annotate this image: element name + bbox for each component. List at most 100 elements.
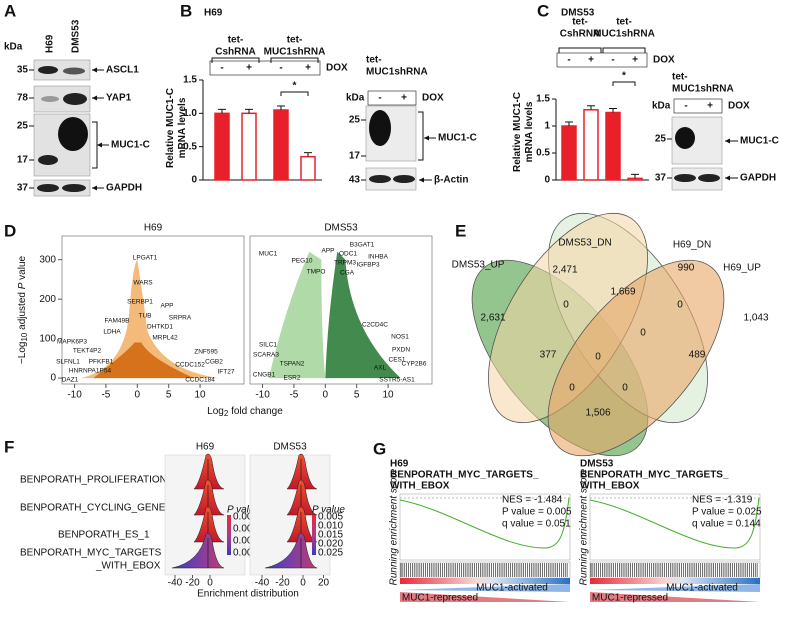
ridge <box>193 506 225 543</box>
plot-title: BENPORATH_MYC_TARGETS_ <box>390 470 539 481</box>
dox-sign: + <box>305 63 311 74</box>
blot-band <box>58 117 88 151</box>
gene-label: DHTKD1 <box>147 324 173 331</box>
kda-marker: 17 <box>17 155 29 166</box>
region-count: 2,631 <box>480 313 505 324</box>
legend-tick: 0.003 <box>233 536 258 547</box>
plot-title: BENPORATH_MYC_TARGETS_ <box>580 470 729 481</box>
y-tick-label: 100 <box>39 333 56 344</box>
cell-line: DMS53 <box>561 8 595 19</box>
plot-frame <box>399 493 571 561</box>
gene-label: PFKFB1 <box>89 359 114 366</box>
stat-label: q value = 0.051 <box>502 519 571 530</box>
point-cloud <box>93 342 194 379</box>
set-label: DMS53_DN <box>558 238 611 249</box>
sign-box <box>209 60 321 76</box>
y-axis-label: −Log10 adjusted P value <box>17 255 29 364</box>
legend-gradient <box>227 515 231 555</box>
rank-heat <box>400 578 570 584</box>
y-tick-label: 1 <box>544 121 550 132</box>
bracket <box>92 121 98 169</box>
gene-label: IFT27 <box>218 369 235 376</box>
x-tick-label: 0 <box>300 578 306 589</box>
arrow-head <box>97 142 102 148</box>
panel-letter: B <box>180 1 192 20</box>
y-tick-label: 0 <box>50 373 56 384</box>
gene-label: FAM49B <box>105 318 130 325</box>
gene-label: SSTR5-AS1 <box>379 377 415 384</box>
gene-label: CGA <box>340 270 355 277</box>
x-tick-label: 0 <box>207 578 213 589</box>
arrow-head <box>725 175 730 181</box>
gene-label: TMPO <box>307 269 326 276</box>
region-count: 2,471 <box>552 265 577 276</box>
gene-label: CES1 <box>389 357 406 364</box>
kda-marker: 37 <box>655 173 667 184</box>
gene-label: ODC1 <box>339 251 357 258</box>
dox-label: DOX <box>422 93 444 104</box>
panel-letter: G <box>373 439 386 458</box>
y-axis-label-line: Relative MUC1-C <box>512 92 523 172</box>
point-cloud <box>268 251 326 379</box>
kda-marker: 25 <box>17 121 29 132</box>
dox-sign: + <box>401 93 407 104</box>
y-tick-label: 0.5 <box>536 148 550 159</box>
gene-label: IGFBP3 <box>356 262 380 269</box>
legend-title: P value <box>312 505 345 516</box>
group-label: tet- <box>287 35 303 46</box>
dox-label: DOX <box>326 63 348 74</box>
gene-label: SRPRA <box>169 315 192 322</box>
band-label: MUC1-C <box>740 136 779 147</box>
sig-bracket <box>280 91 309 96</box>
region-count: 990 <box>678 263 695 274</box>
group-label: CshRNA <box>560 29 601 40</box>
y-axis-label-part: value <box>17 255 28 282</box>
set-label: DMS53_UP <box>452 260 505 271</box>
x-axis-label-part: 2 <box>224 409 229 418</box>
blot-band <box>38 155 58 165</box>
ridge <box>193 453 225 490</box>
significance: * <box>293 81 297 92</box>
gene-label: MUC1 <box>259 251 278 258</box>
y-axis-label: Relative MUC1-CmRNA levels <box>165 88 188 168</box>
bar <box>627 177 643 181</box>
gene-label: SERBP1 <box>127 299 153 306</box>
legend-tick: 0.002 <box>233 524 258 535</box>
region-count: 377 <box>540 350 557 361</box>
x-axis-label: Log2 fold change <box>207 406 283 418</box>
group-bracket <box>558 47 602 53</box>
blot-band <box>369 110 391 146</box>
lane-label: DMS53 <box>71 19 82 53</box>
y-axis-label-line: mRNA levels <box>177 97 188 158</box>
ridge <box>171 532 225 569</box>
bar <box>605 111 621 181</box>
x-tick-label: 0 <box>323 390 329 401</box>
dox-sign: + <box>707 101 713 112</box>
ridge <box>286 506 318 543</box>
blot-strip <box>671 167 723 191</box>
x-axis-label-part: Log <box>207 406 224 417</box>
kda-marker: 25 <box>349 115 361 126</box>
region-count: 0 <box>595 352 601 363</box>
plot-title: WITH_EBOX <box>580 481 640 492</box>
bar <box>561 125 577 181</box>
panel-letter: F <box>4 437 14 456</box>
dox-sign: + <box>632 55 638 66</box>
legend-tick: 0.020 <box>318 539 343 550</box>
panel-title: H69 <box>144 223 163 234</box>
wedge-label: MUC1-activated <box>476 583 548 594</box>
x-tick-label: 5 <box>354 390 360 401</box>
y-tick-label: 1.5 <box>536 94 550 105</box>
sig-bracket <box>612 81 636 86</box>
blot-band <box>674 174 696 182</box>
blot-band <box>63 93 87 105</box>
group-label: tet- <box>616 17 632 28</box>
gene-label: LDHA <box>103 329 121 336</box>
dox-sign: - <box>611 55 614 66</box>
gene-label: SILC1 <box>259 342 277 349</box>
arrow-head <box>419 177 424 183</box>
arrow-head <box>725 138 730 144</box>
x-tick-label: 10 <box>383 390 395 401</box>
bar <box>583 109 599 181</box>
